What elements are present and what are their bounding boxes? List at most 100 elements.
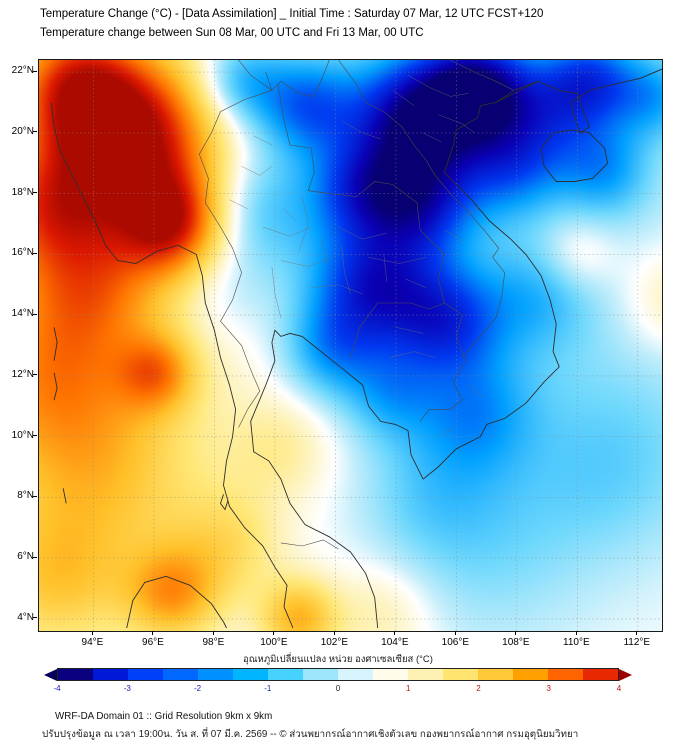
province-border-path: [392, 90, 415, 106]
y-axis-tick-label: 18°N: [11, 186, 34, 198]
x-axis-tick: [636, 631, 638, 635]
y-axis-tick-label: 12°N: [11, 368, 34, 380]
colorbar-tick-label: -4: [53, 684, 61, 693]
province-border-path: [341, 245, 351, 294]
y-axis-tick: [33, 374, 37, 376]
y-axis-tick-label: 14°N: [11, 308, 34, 320]
x-axis-tick-label: 112°E: [623, 637, 651, 648]
map-plot-area: [38, 59, 663, 632]
colorbar-segment: [373, 669, 408, 680]
y-axis-tick: [33, 252, 37, 254]
x-axis-tick: [152, 631, 154, 635]
province-border-path: [462, 205, 481, 219]
colorbar-tick-label: 1: [406, 684, 411, 693]
province-border-path: [298, 196, 309, 252]
x-axis-tick: [273, 631, 275, 635]
province-border-path: [280, 257, 333, 267]
x-axis-tick: [394, 631, 396, 635]
colorbar-segment: [93, 669, 128, 680]
x-axis-tick-label: 96°E: [142, 637, 164, 648]
chart-title-line2: Temperature change between Sun 08 Mar, 0…: [40, 27, 424, 39]
colorbar-segment: [128, 669, 163, 680]
colorbar-tick-label: 2: [476, 684, 481, 693]
x-axis-tick-label: 94°E: [81, 637, 104, 648]
province-border-path: [438, 427, 454, 437]
x-axis-tick: [454, 631, 456, 635]
coastline-path: [250, 80, 560, 629]
coastline-path: [62, 488, 67, 504]
colorbar-segment: [583, 669, 618, 680]
colorbar-segment: [268, 669, 303, 680]
province-border-path: [271, 266, 282, 319]
footer-update-info: ปรับปรุงข้อมูล ณ เวลา 19:00น. วัน ส. ที่…: [42, 729, 579, 740]
province-border-path: [438, 114, 475, 134]
coastline-path: [126, 575, 227, 629]
x-axis-tick-label: 108°E: [502, 637, 530, 648]
coastline-path: [219, 494, 229, 511]
x-axis-tick-label: 104°E: [381, 637, 409, 648]
y-axis-tick-label: 8°N: [17, 490, 34, 502]
colorbar-tick-label: 0: [335, 684, 341, 693]
colorbar-row: [44, 668, 632, 681]
country-border-path: [280, 539, 339, 550]
colorbar-tick-label: 3: [546, 684, 551, 693]
province-border-path: [262, 226, 312, 237]
colorbar-segment: [233, 669, 268, 680]
x-axis-tick: [515, 631, 517, 635]
colorbar-segment: [548, 669, 583, 680]
province-border-path: [311, 284, 363, 295]
country-border-path: [338, 60, 506, 358]
colorbar-title: อุณหภูมิเปลี่ยนแปลง หน่วย องศาเซลเซียส (…: [243, 654, 433, 665]
x-axis-tick-label: 98°E: [202, 637, 225, 648]
colorbar-segment: [198, 669, 233, 680]
y-axis-tick: [33, 131, 37, 133]
country-border-path: [238, 60, 330, 97]
y-axis-tick-label: 4°N: [17, 611, 34, 623]
y-axis-tick: [33, 556, 37, 558]
colorbar-tick-label: -3: [123, 684, 131, 693]
coastline-path: [495, 68, 662, 134]
y-axis-tick: [33, 617, 37, 619]
province-border-path: [444, 229, 466, 243]
y-axis-tick: [33, 70, 37, 72]
x-axis-tick: [212, 631, 214, 635]
country-border-path: [419, 302, 466, 422]
colorbar-segment: [303, 669, 338, 680]
colorbar-arrow-left: [44, 668, 57, 681]
x-axis-tick: [91, 631, 93, 635]
province-border-path: [229, 199, 248, 210]
chart-title-line1: Temperature Change (°C) - [Data Assimila…: [40, 8, 544, 20]
province-border-path: [468, 384, 484, 398]
y-axis-tick-label: 6°N: [17, 551, 34, 563]
province-border-path: [389, 351, 436, 358]
country-border-path: [198, 72, 273, 428]
y-axis-tick-label: 10°N: [11, 429, 34, 441]
x-axis-tick: [333, 631, 335, 635]
colorbar-arrow-right: [619, 668, 632, 681]
province-border-path: [404, 278, 427, 289]
y-axis-tick: [33, 495, 37, 497]
province-border-path: [383, 254, 388, 282]
colorbar-segment: [58, 669, 93, 680]
y-axis-tick-label: 20°N: [11, 125, 34, 137]
colorbar-segment: [513, 669, 548, 680]
footer-model-info: WRF-DA Domain 01 :: Grid Resolution 9km …: [55, 711, 273, 722]
province-border-path: [241, 166, 273, 176]
y-axis-tick-label: 22°N: [11, 65, 34, 77]
y-axis-tick: [33, 192, 37, 194]
province-border-path: [422, 132, 442, 143]
province-border-path: [338, 226, 387, 240]
colorbar-tick-label: 4: [616, 684, 622, 693]
province-border-path: [368, 257, 427, 264]
y-axis-tick: [33, 435, 37, 437]
temperature-field-canvas: [39, 60, 662, 631]
province-border-path: [320, 239, 327, 264]
colorbar: -4 -3 -2 -1 0 1 2 3 4: [44, 668, 632, 702]
country-border-path: [450, 60, 514, 91]
y-axis-tick-label: 16°N: [11, 247, 34, 259]
province-border-path: [253, 135, 273, 146]
y-axis-tick: [33, 313, 37, 315]
country-border-path: [350, 302, 445, 358]
x-axis-tick-label: 100°E: [260, 637, 288, 648]
